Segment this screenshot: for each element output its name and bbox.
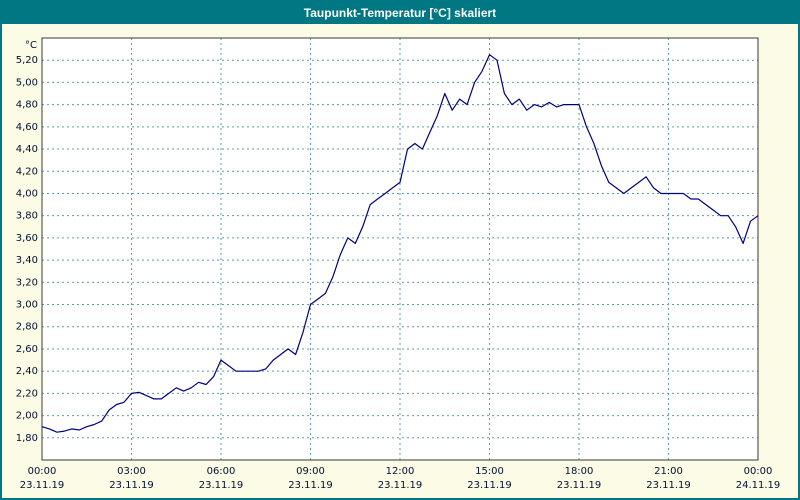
svg-text:5,20: 5,20 <box>16 55 38 66</box>
dewpoint-chart-canvas: 5,20 5,00 4,80 4,60 4,40 4,20 4,00 3,80 3,60 3,40… <box>16 37 781 491</box>
svg-text:3,00: 3,00 <box>16 300 38 311</box>
svg-text:00:00: 00:00 <box>744 466 773 477</box>
svg-text:23.11.19: 23.11.19 <box>288 480 333 491</box>
svg-text:3,60: 3,60 <box>16 233 38 244</box>
svg-text:3,40: 3,40 <box>16 255 38 266</box>
svg-text:23.11.19: 23.11.19 <box>20 480 65 491</box>
svg-text:3,80: 3,80 <box>16 211 38 222</box>
svg-text:15:00: 15:00 <box>475 466 504 477</box>
svg-text:23.11.19: 23.11.19 <box>199 480 244 491</box>
svg-text:18:00: 18:00 <box>565 466 594 477</box>
svg-text:23.11.19: 23.11.19 <box>646 480 691 491</box>
svg-text:00:00: 00:00 <box>28 466 57 477</box>
svg-text:3,20: 3,20 <box>16 277 38 288</box>
svg-text:23.11.19: 23.11.19 <box>467 480 512 491</box>
svg-text:4,60: 4,60 <box>16 122 38 133</box>
svg-text:24.11.19: 24.11.19 <box>736 480 781 491</box>
svg-text:12:00: 12:00 <box>386 466 415 477</box>
svg-text:03:00: 03:00 <box>117 466 146 477</box>
svg-text:2,20: 2,20 <box>16 388 38 399</box>
svg-text:4,20: 4,20 <box>16 166 38 177</box>
svg-text:2,80: 2,80 <box>16 322 38 333</box>
svg-text:2,60: 2,60 <box>16 344 38 355</box>
svg-text:09:00: 09:00 <box>296 466 325 477</box>
window-title: Taupunkt-Temperatur [°C] skaliert <box>2 2 798 24</box>
svg-text:1,80: 1,80 <box>16 433 38 444</box>
svg-text:21:00: 21:00 <box>654 466 683 477</box>
svg-text:5,00: 5,00 <box>16 77 38 88</box>
svg-text:06:00: 06:00 <box>207 466 236 477</box>
svg-text:23.11.19: 23.11.19 <box>378 480 423 491</box>
svg-text:4,00: 4,00 <box>16 188 38 199</box>
svg-text:23.11.19: 23.11.19 <box>109 480 154 491</box>
svg-text:°C: °C <box>25 40 37 51</box>
svg-text:23.11.19: 23.11.19 <box>557 480 602 491</box>
dewpoint-chart: 5,20 5,00 4,80 4,60 4,40 4,20 4,00 3,80 3,60 3,40… <box>2 24 798 500</box>
svg-text:2,40: 2,40 <box>16 366 38 377</box>
svg-text:2,00: 2,00 <box>16 411 38 422</box>
svg-text:4,40: 4,40 <box>16 144 38 155</box>
svg-text:4,80: 4,80 <box>16 100 38 111</box>
